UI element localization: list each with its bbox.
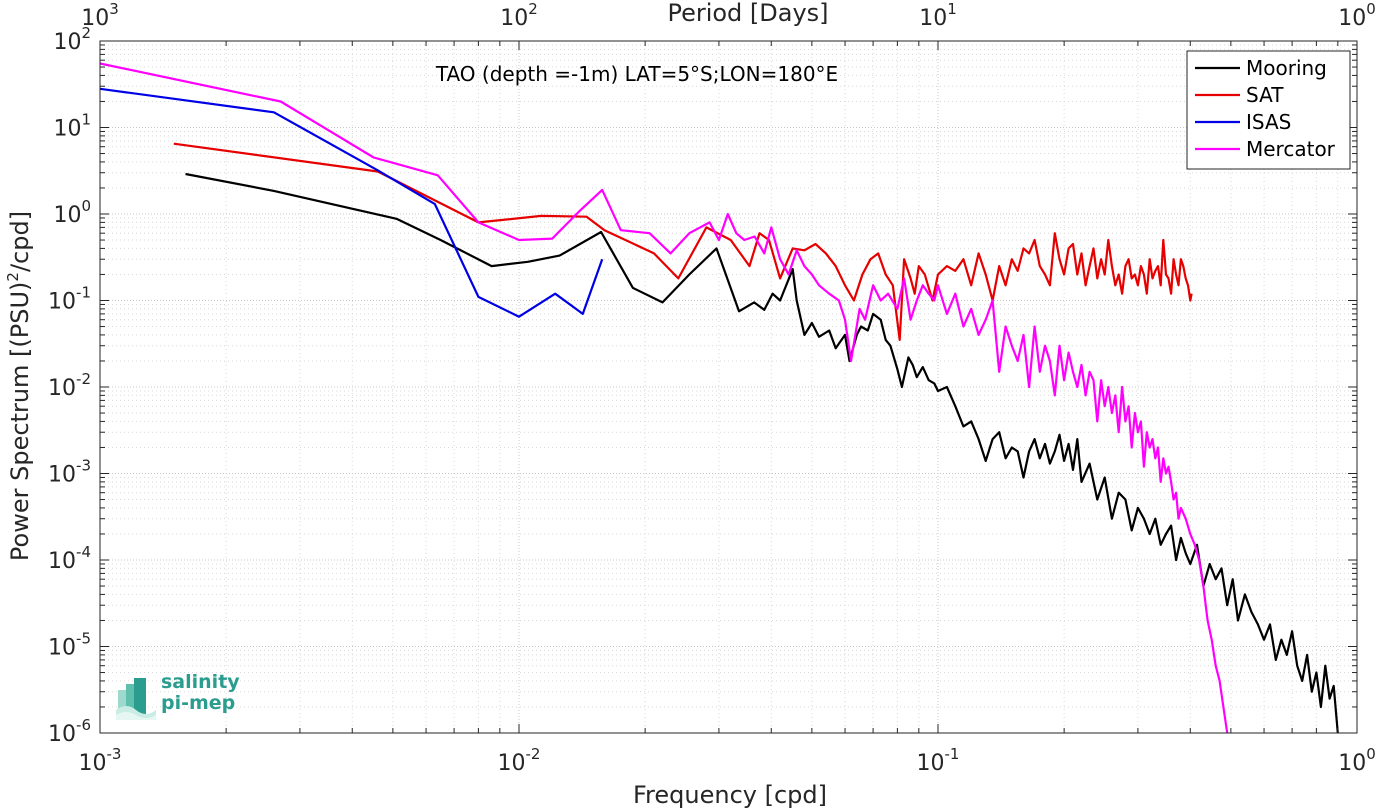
legend-label-mercator: Mercator [1246, 137, 1336, 161]
x-axis-label: Frequency [cpd] [633, 781, 827, 809]
x-tick-label: 100 [1338, 745, 1376, 776]
major-grid [99, 40, 1358, 734]
y-tick-label: 100 [53, 197, 91, 228]
tick-marks [99, 40, 1358, 734]
top-axis-label: Period [Days] [667, 0, 828, 27]
y-tick-label: 10-6 [48, 716, 91, 747]
x-tick-label: 10-2 [498, 745, 541, 776]
series-line-sat [173, 142, 1193, 341]
x2-tick-label: 101 [919, 0, 957, 31]
series-layer [99, 62, 1339, 734]
legend-label-sat: SAT [1246, 83, 1284, 107]
logo-wave-icon [116, 678, 156, 720]
y-tick-labels: 10-6 10-5 10-4 10-3 10-2 10-1 100 101 102 [48, 24, 91, 747]
y-axis-label: Power Spectrum [(PSU)2/cpd] [4, 211, 34, 561]
x2-tick-label: 102 [500, 0, 538, 31]
y-tick-label: 10-3 [48, 457, 91, 488]
y-tick-label: 10-5 [48, 630, 91, 661]
legend-label-isas: ISAS [1246, 110, 1291, 134]
y-tick-label: 10-4 [48, 543, 91, 574]
series-line-isas [99, 87, 604, 318]
x2-tick-label: 100 [1338, 0, 1376, 31]
x-tick-labels: 10-3 10-2 10-1 100 [79, 745, 1376, 776]
x-tick-label: 10-3 [79, 745, 122, 776]
salinity-pi-mep-logo: salinity pi-mep [116, 672, 256, 722]
minor-grid [100, 41, 1357, 733]
logo-line1: salinity [161, 671, 240, 693]
legend-label-mooring: Mooring [1246, 56, 1327, 80]
series-line-mooring [185, 172, 1339, 734]
chart-title: TAO (depth =-1m) LAT=5°S;LON=180°E [435, 62, 838, 86]
y-tick-label: 102 [53, 24, 91, 55]
legend: Mooring SAT ISAS Mercator [1186, 50, 1351, 170]
y-tick-label: 10-2 [48, 370, 91, 401]
x-tick-label: 10-1 [917, 745, 960, 776]
y-tick-label: 101 [53, 111, 91, 142]
y-tick-label: 10-1 [48, 284, 91, 315]
series-line-mercator [99, 62, 1229, 734]
logo-line2: pi-mep [161, 692, 236, 714]
